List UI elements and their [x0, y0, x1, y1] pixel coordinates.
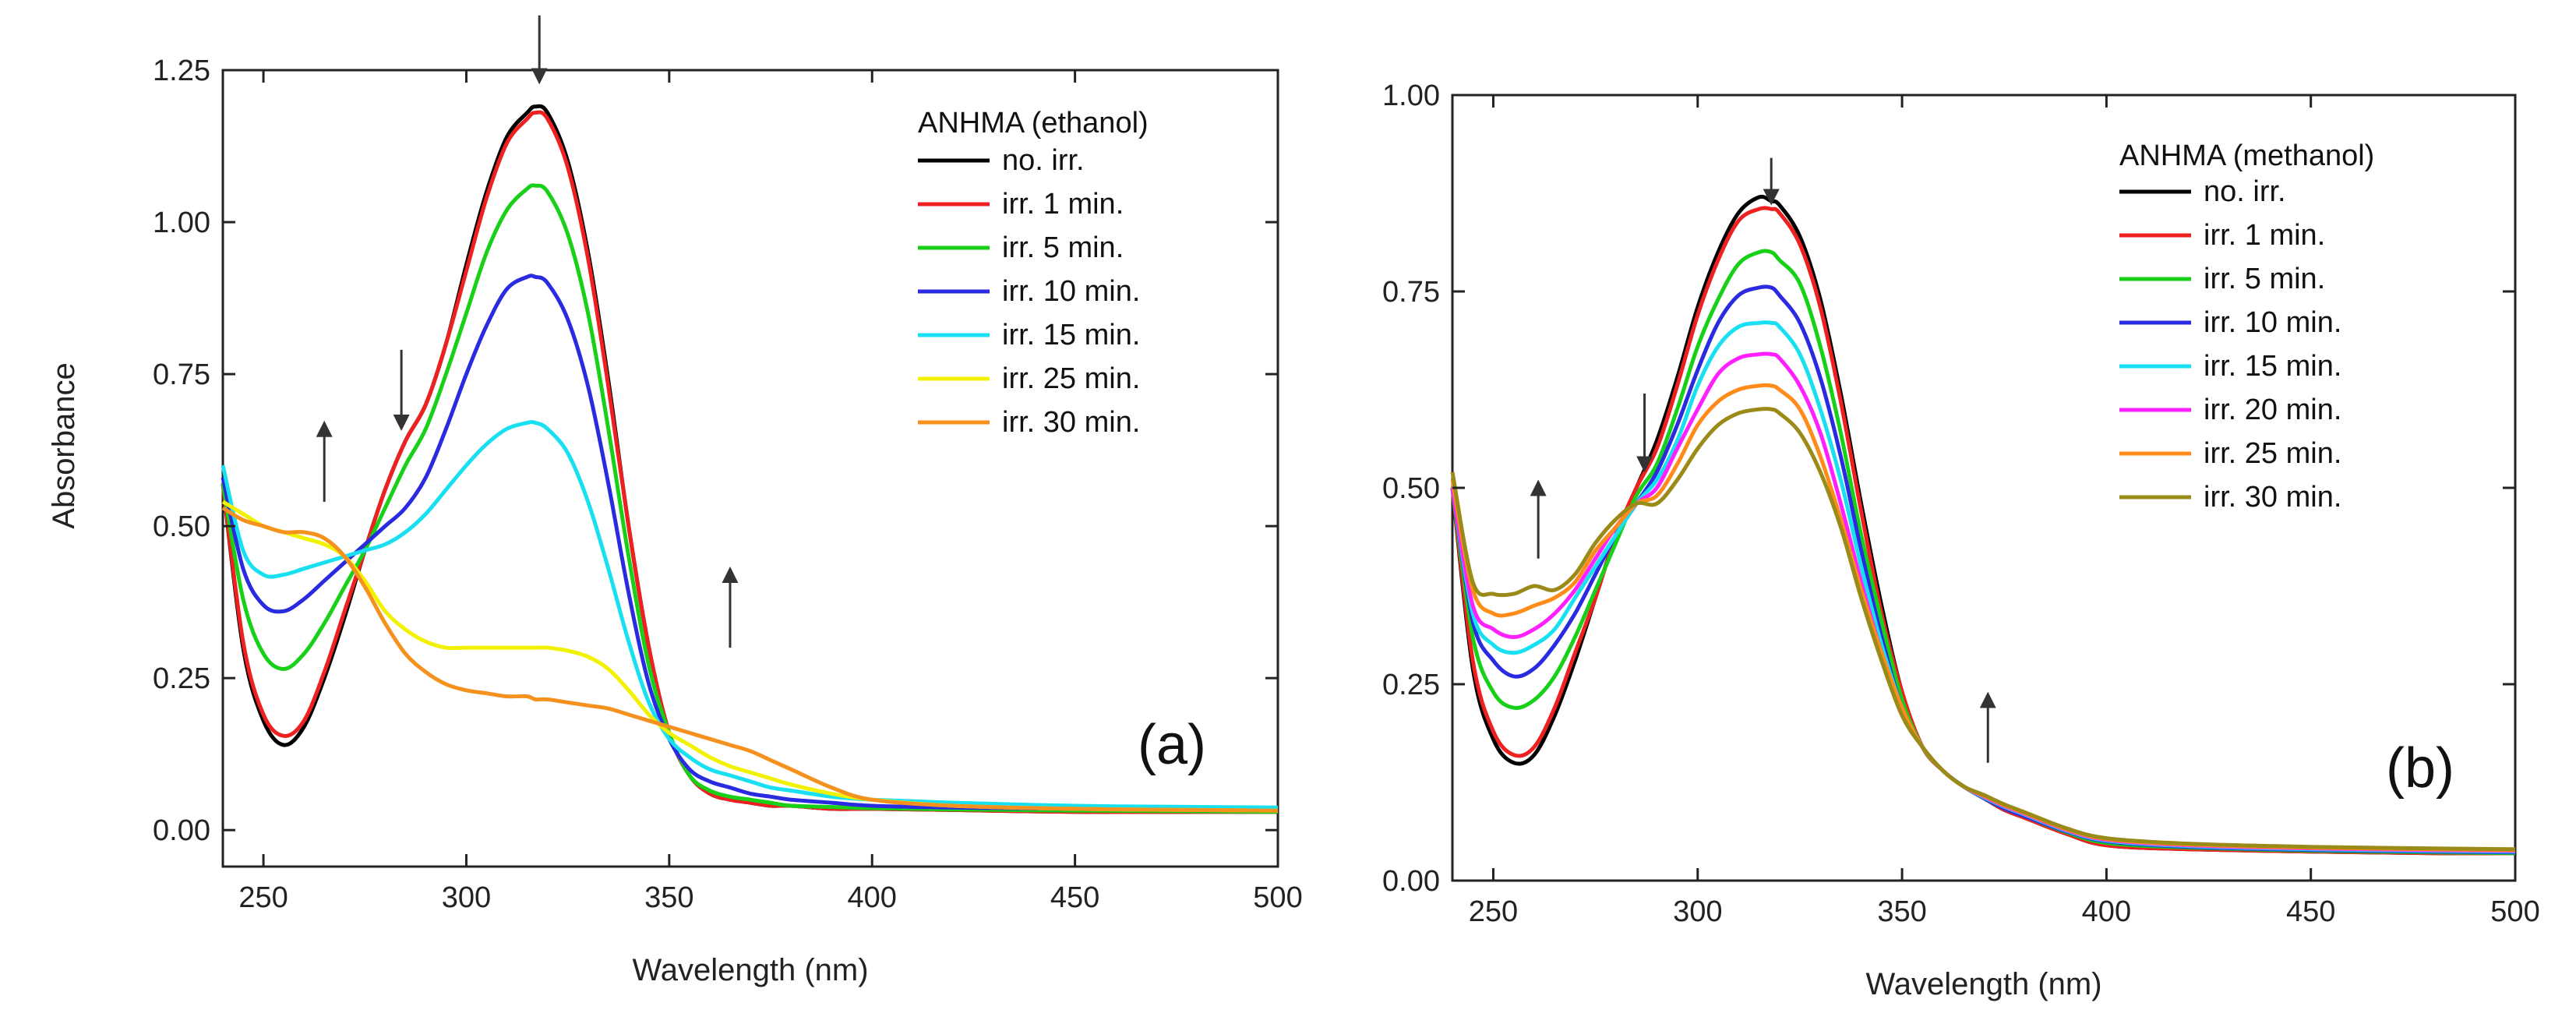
series-line-b-5 — [1450, 351, 2516, 853]
series-line-b-4 — [1450, 320, 2516, 854]
legend-label-b-0: no. irr. — [2204, 175, 2286, 208]
legend-label-a-4: irr. 15 min. — [1002, 319, 1140, 351]
series-line-a-5 — [221, 500, 1279, 813]
legend-title-a: ANHMA (ethanol) — [918, 107, 1149, 139]
legend-a: ANHMA (ethanol) no. irr. irr. 1 min. irr. … — [918, 107, 1149, 439]
series-line-b-2 — [1450, 249, 2516, 856]
x-tick-label: 300 — [1673, 895, 1722, 928]
x-tick-label: 400 — [848, 881, 897, 914]
x-tick-label: 350 — [1877, 895, 1926, 928]
y-tick-label: 1.00 — [153, 207, 210, 239]
series-line-b-6 — [1450, 383, 2516, 853]
series-line-a-3 — [221, 274, 1279, 813]
x-axis-b: 250 300 350 400 450 500 — [1469, 95, 2540, 928]
plot-frame-b — [1451, 94, 2517, 882]
legend-label-a-5: irr. 25 min. — [1002, 362, 1140, 395]
x-axis-a: 250 300 350 400 450 500 — [238, 70, 1303, 914]
x-axis-title-b: Wavelength (nm) — [1865, 967, 2101, 1001]
series-line-a-2 — [221, 183, 1279, 814]
panel-label-a: (a) — [1138, 714, 1206, 776]
legend-label-b-1: irr. 1 min. — [2204, 219, 2325, 252]
y-tick-label: 0.50 — [1382, 472, 1440, 505]
legend-label-a-1: irr. 1 min. — [1002, 188, 1124, 221]
legend-label-b-7: irr. 30 min. — [2204, 481, 2341, 514]
panel-label-b: (b) — [2386, 737, 2454, 800]
y-tick-label: 0.00 — [153, 814, 210, 847]
trend-arrows-a — [316, 15, 739, 648]
y-tick-label: 0.75 — [153, 358, 210, 391]
x-axis-title-a: Wavelength (nm) — [632, 953, 868, 987]
y-axis-title-a: Absorbance — [47, 362, 81, 528]
x-tick-label: 450 — [1050, 881, 1099, 914]
legend-label-b-4: irr. 15 min. — [2204, 350, 2341, 383]
legend-label-a-6: irr. 30 min. — [1002, 406, 1140, 439]
legend-label-a-3: irr. 10 min. — [1002, 275, 1140, 308]
y-axis-b: 0.00 0.25 0.50 0.75 1.00 — [1382, 79, 2515, 898]
chart-panel-b: 250 300 350 400 450 500 0.000.250.500.751.00 … — [1382, 79, 2540, 1001]
y-tick-label: 1.25 — [153, 55, 210, 87]
legend-label-b-6: irr. 25 min. — [2204, 437, 2341, 470]
y-tick-label: 0.50 — [153, 510, 210, 543]
chart-panel-a: 250 300 350 400 450 500 0.00 0.25 0.50 0.75 1.00 1… — [47, 15, 1303, 987]
x-tick-label: 450 — [2286, 895, 2335, 928]
series-line-a-6 — [221, 506, 1279, 813]
y-tick-label: 0.75 — [1382, 276, 1440, 309]
x-tick-label: 250 — [1469, 895, 1518, 928]
legend-label-b-5: irr. 20 min. — [2204, 394, 2341, 426]
legend-label-b-3: irr. 10 min. — [2204, 306, 2341, 339]
series-lines-a — [221, 104, 1279, 814]
y-tick-label: 1.00 — [1382, 79, 1440, 112]
legend-label-a-2: irr. 5 min. — [1002, 231, 1124, 264]
x-tick-label: 400 — [2082, 895, 2131, 928]
x-tick-label: 250 — [238, 881, 288, 914]
y-tick-label: 0.00 — [1382, 865, 1440, 898]
y-tick-label: 0.25 — [153, 662, 210, 695]
y-axis-a: 0.00 0.25 0.50 0.75 1.00 1.25 — [153, 55, 1278, 847]
x-tick-label: 350 — [644, 881, 693, 914]
legend-label-a-0: no. irr. — [1002, 144, 1085, 177]
x-tick-label: 300 — [442, 881, 491, 914]
series-line-b-3 — [1450, 284, 2516, 855]
series-lines-b — [1450, 194, 2516, 856]
trend-arrows-b — [1530, 157, 1996, 763]
legend-b: ANHMA (methanol) no. irr. irr. 1 min. irr.… — [2119, 139, 2374, 514]
legend-label-b-2: irr. 5 min. — [2204, 263, 2325, 295]
series-line-b-7 — [1450, 407, 2516, 852]
legend-title-b: ANHMA (methanol) — [2119, 139, 2374, 172]
y-tick-label: 0.25 — [1382, 669, 1440, 701]
x-tick-label: 500 — [1253, 881, 1302, 914]
x-tick-label: 500 — [2490, 895, 2539, 928]
